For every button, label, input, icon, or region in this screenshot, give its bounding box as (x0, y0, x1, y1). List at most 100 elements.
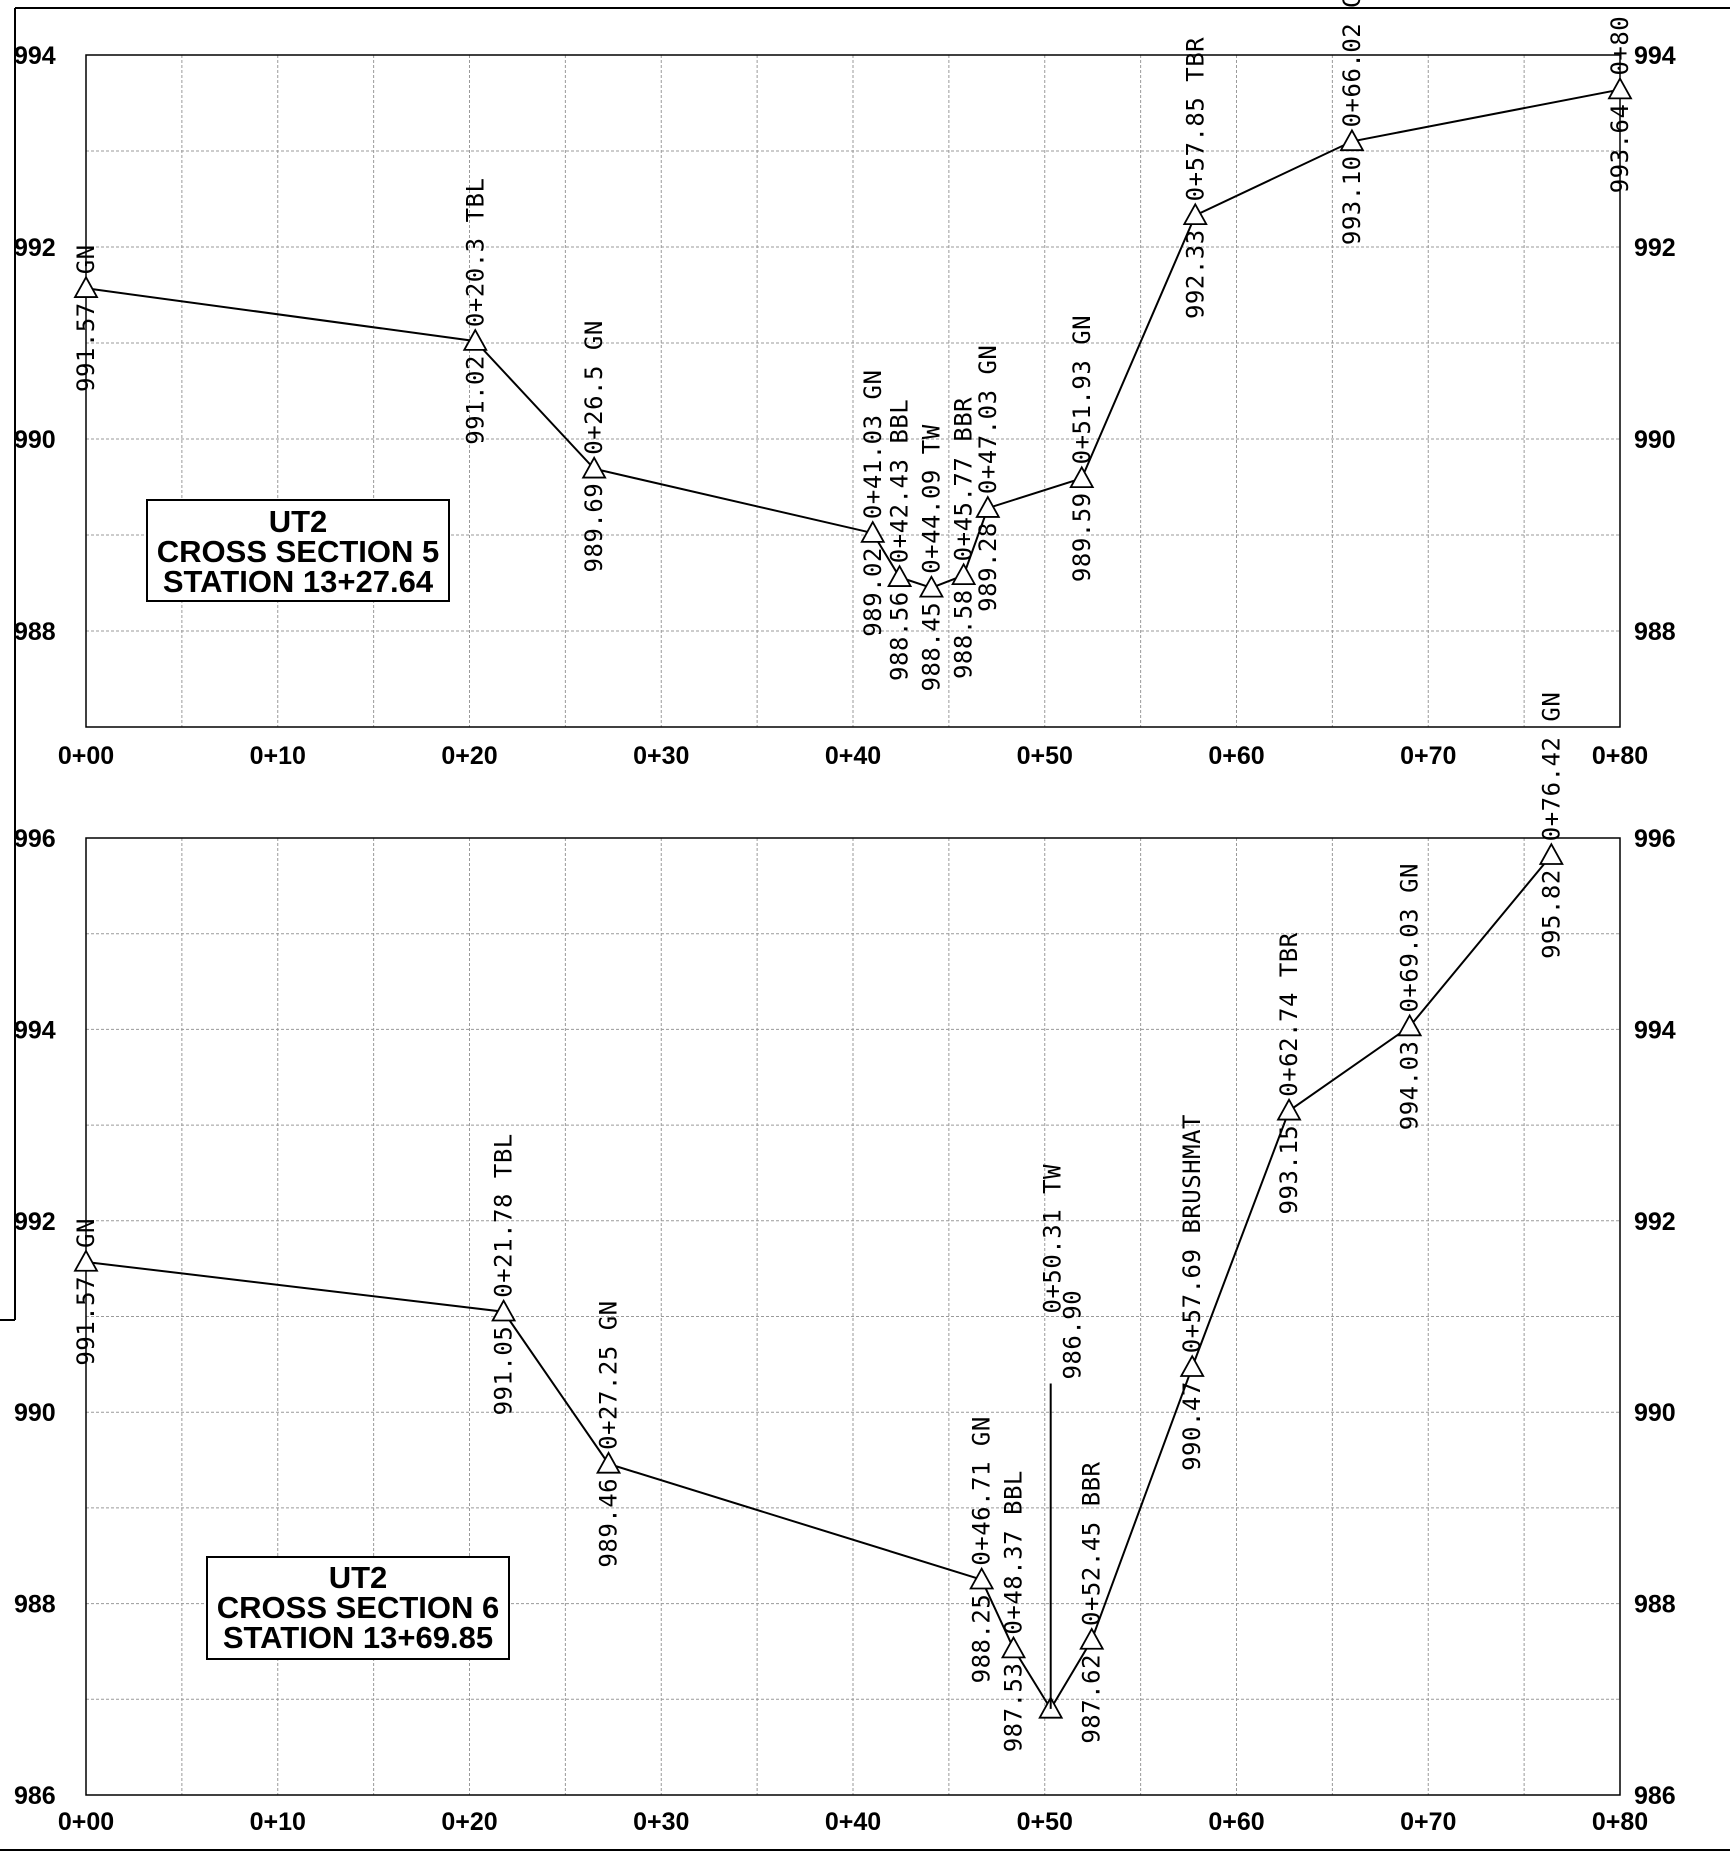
x-tick-label: 0+80 (1592, 1808, 1648, 1836)
y-tick-label-left: 988 (14, 1591, 56, 1619)
y-tick-label-left: 990 (14, 426, 56, 454)
station-code-label: 0+21.78 TBL (490, 1133, 518, 1297)
station-code-label: GN (72, 244, 100, 274)
triangle-marker (975, 495, 1001, 518)
station-code-label: 0+52.45 BBR (1078, 1461, 1106, 1625)
y-tick-label-right: 992 (1634, 234, 1676, 262)
survey-point: 0+20.3 TBL 991.02 (461, 178, 489, 445)
x-tick-label: 0+00 (58, 1808, 114, 1836)
cross-section-6-chart: 986 986 988 988 990 990 992 992 994 994 996 996 0+00… (14, 692, 1676, 1836)
station-code-label: 0+50.31 TW (1039, 1164, 1067, 1314)
elevation-label: 989.69 (580, 483, 608, 573)
elevation-label: 991.57 (72, 302, 100, 392)
y-tick-label-right: 988 (1634, 618, 1676, 646)
triangle-marker (860, 520, 886, 543)
survey-point: 0+62.74 TBR 993.15 (1275, 932, 1303, 1214)
survey-point: 0+41.03 GN 989.02 (859, 370, 887, 637)
title-box-frame (206, 1556, 510, 1660)
x-tick-label: 0+60 (1208, 742, 1264, 770)
triangle-marker (462, 328, 488, 351)
x-tick-label: 0+30 (633, 1808, 689, 1836)
survey-point: GN 991.57 (72, 1218, 100, 1366)
station-code-label: 0+26.5 GN (580, 320, 608, 455)
elevation-label: 994.03 (1396, 1041, 1424, 1131)
survey-point: 0+47.03 GN 989.28 (974, 345, 1002, 612)
elevation-label: 989.02 (859, 547, 887, 637)
x-tick-label: 0+60 (1208, 1808, 1264, 1836)
elevation-label: 988.56 (886, 591, 914, 681)
triangle-marker (73, 275, 99, 298)
survey-point: 0+76.42 GN 995.82 (1537, 692, 1565, 959)
triangle-marker (1179, 1354, 1205, 1377)
elevation-label: 990.47 (1178, 1381, 1206, 1471)
y-tick-label-left: 986 (14, 1782, 56, 1810)
elevation-label: 995.82 (1537, 869, 1565, 959)
survey-point: 0+42.43 BBL 988.56 (886, 399, 914, 681)
survey-point: 0+80 GN 993.64 (1606, 0, 1634, 193)
survey-point: 0+44.09 TW 988.45 (917, 424, 945, 691)
elevation-label: 993.10 (1338, 155, 1366, 245)
x-tick-label: 0+80 (1592, 742, 1648, 770)
y-tick-label-left: 992 (14, 234, 56, 262)
elevation-label: 987.62 (1078, 1654, 1106, 1744)
elevation-label: 993.15 (1275, 1125, 1303, 1215)
triangle-marker (581, 455, 607, 479)
station-code-label: 0+69.03 GN (1396, 863, 1424, 1013)
triangle-marker (1538, 842, 1564, 865)
survey-point: 0+52.45 BBR 987.62 (1078, 1461, 1106, 1743)
triangle-marker (918, 574, 944, 598)
x-tick-label: 0+20 (441, 1808, 497, 1836)
elevation-label: 992.33 (1181, 229, 1209, 319)
station-code-label: 0+45.77 BBR (950, 397, 978, 561)
x-tick-label: 0+10 (250, 1808, 306, 1836)
survey-point: 0+66.02 GN 993.10 (1338, 0, 1366, 245)
elevation-label: 989.46 (595, 1478, 623, 1568)
triangle-marker (1000, 1635, 1027, 1659)
y-tick-label-right: 992 (1634, 1208, 1676, 1236)
elevation-label: 988.45 (917, 602, 945, 692)
triangle-marker (951, 562, 977, 586)
elevation-label: 989.28 (974, 522, 1002, 612)
x-tick-label: 0+70 (1400, 1808, 1456, 1836)
station-code-label: 0+27.25 GN (595, 1300, 623, 1450)
elevation-label: 993.64 (1606, 104, 1634, 194)
survey-point: 0+57.85 TBR 992.33 (1181, 37, 1209, 319)
triangle-marker (1069, 465, 1095, 489)
y-tick-label-right: 986 (1634, 1782, 1676, 1810)
station-code-label: 0+66.02 GN (1338, 0, 1366, 127)
elevation-label: 991.02 (461, 355, 489, 445)
station-code-label: 0+42.43 BBL (886, 399, 914, 563)
chart-subtitle: CROSS SECTION 5 (157, 534, 440, 569)
survey-point: 0+27.25 GN 989.46 (595, 1300, 623, 1567)
x-tick-label: 0+70 (1400, 742, 1456, 770)
survey-point: 0+51.93 GN 989.59 (1068, 315, 1096, 582)
survey-point: 0+45.77 BBR 988.58 (950, 397, 978, 679)
chart-subtitle: STATION 13+69.85 (223, 1620, 493, 1655)
survey-point: 0+69.03 GN 994.03 (1396, 863, 1424, 1130)
station-code-label: 0+46.71 GN (968, 1416, 996, 1566)
chart-title: UT2 (329, 1560, 388, 1595)
y-tick-label-right: 994 (1634, 42, 1676, 70)
x-tick-label: 0+30 (633, 742, 689, 770)
station-code-label: GN (72, 1218, 100, 1248)
station-code-label: 0+57.85 TBR (1181, 37, 1209, 201)
elevation-label: 991.57 (72, 1276, 100, 1366)
y-tick-label-right: 990 (1634, 426, 1676, 454)
station-code-label: 0+62.74 TBR (1275, 932, 1303, 1096)
survey-point: 0+48.37 BBL 987.53 (999, 1470, 1027, 1752)
elevation-label: 988.58 (950, 589, 978, 679)
x-tick-label: 0+00 (58, 742, 114, 770)
station-code-label: 0+76.42 GN (1537, 692, 1565, 842)
triangle-marker (1339, 128, 1365, 152)
x-tick-label: 0+50 (1017, 742, 1073, 770)
triangle-marker (73, 1249, 99, 1272)
triangle-marker (1079, 1627, 1105, 1650)
survey-point: 0+26.5 GN 989.69 (580, 320, 608, 572)
triangle-marker (969, 1566, 995, 1590)
survey-point: 0+46.71 GN 988.25 (968, 1416, 996, 1683)
y-tick-label-left: 990 (14, 1399, 56, 1427)
elevation-label: 987.53 (999, 1663, 1027, 1753)
